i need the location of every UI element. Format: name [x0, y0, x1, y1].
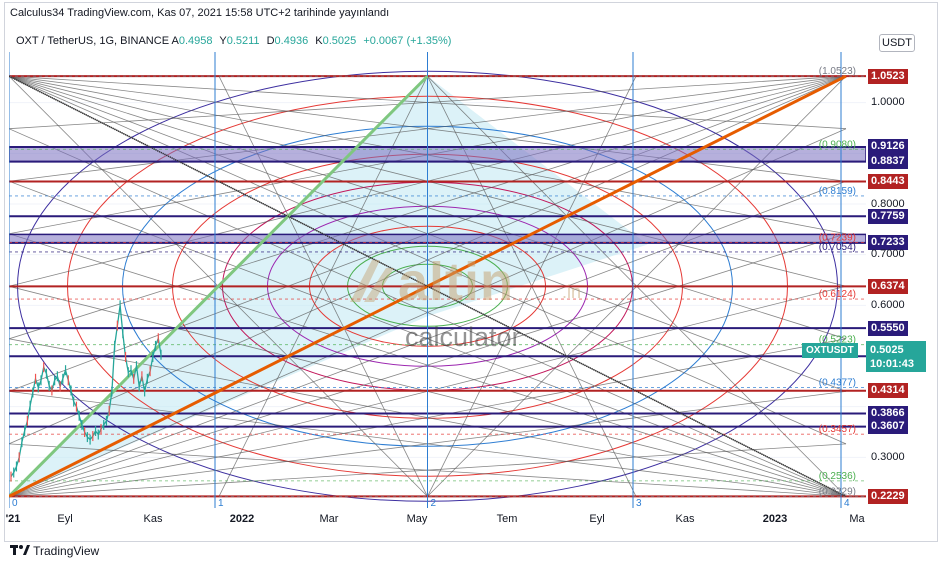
- currency-button[interactable]: USDT: [879, 34, 915, 52]
- price-level-label: 0.9126: [868, 139, 908, 155]
- time-tick-label: Eyl: [57, 513, 73, 525]
- price-level-label: 0.6374: [868, 278, 908, 294]
- low-value: 0.4936: [274, 35, 309, 47]
- fib-label: (0.5223): [819, 335, 856, 346]
- cycle-marker: 3: [636, 498, 642, 508]
- cycle-marker: 2: [431, 498, 437, 508]
- price-tick-label: 0.8000: [871, 197, 905, 210]
- price-level-label: 0.3866: [868, 405, 908, 421]
- price-level-label: 0.4314: [868, 383, 908, 399]
- low-label: D: [266, 35, 275, 47]
- high-value: 0.5211: [226, 35, 260, 47]
- svg-text:altin: altin: [398, 252, 514, 312]
- symbol-legend: OXT / TetherUS, 1G, BINANCE A0.4958 Y0.5…: [16, 35, 455, 47]
- fib-label: (0.6124): [819, 289, 856, 300]
- price-tick-label: 0.6000: [871, 298, 905, 311]
- fib-label: (0.7239): [819, 233, 856, 244]
- cycle-marker: 1: [218, 498, 224, 508]
- dark-diagonal: [9, 75, 847, 498]
- last-price-value: 0.5025: [870, 344, 904, 356]
- price-level-label: 1.0523: [868, 68, 908, 84]
- open-label: A: [171, 35, 179, 47]
- time-tick-label: Kas: [675, 513, 695, 525]
- svg-text:.in: .in: [562, 282, 581, 302]
- close-label: K: [315, 35, 323, 47]
- chart-plot[interactable]: (1.0523) (0.9080) (0.8159) (0.7239)(0.7054)…: [9, 52, 866, 508]
- fib-label: (0.9080): [819, 139, 856, 150]
- footer-brand-label: TradingView: [33, 544, 100, 558]
- watermark-subtitle: calculator: [405, 322, 521, 352]
- price-level-label: 0.5550: [868, 320, 908, 336]
- fib-label: (1.0523): [819, 66, 856, 77]
- time-tick-label: May: [406, 513, 428, 525]
- price-level-label: 0.2229: [868, 488, 908, 504]
- fib-label: (0.4377): [819, 378, 856, 389]
- high-label: Y: [219, 35, 227, 47]
- price-tick-label: 0.7000: [871, 248, 905, 261]
- change-value: +0.0067 (+1.35%): [363, 35, 452, 47]
- price-level-label: 0.3607: [868, 419, 908, 435]
- fib-label: (0.7054): [819, 242, 856, 253]
- time-tick-label: Kas: [143, 513, 163, 525]
- bar-countdown: 10:01:43: [870, 358, 915, 370]
- cycle-marker: 4: [844, 498, 850, 508]
- price-tick-label: 1.0000: [871, 96, 905, 109]
- cycle-marker: 0: [12, 498, 18, 508]
- tradingview-logo-icon: [10, 545, 30, 555]
- green-diagonal: [9, 75, 429, 498]
- time-axis[interactable]: '21 Eyl Kas 2022 Mar May Tem Eyl Kas 2023 Ma: [5, 508, 866, 528]
- open-value: 0.4958: [178, 35, 213, 47]
- watermark-tld: .in: [562, 280, 602, 309]
- price-level-label: 0.7759: [868, 208, 908, 224]
- price-band: [9, 233, 866, 244]
- time-tick-label: 2023: [762, 513, 788, 525]
- watermark-mark-icon: [350, 260, 394, 302]
- price-tick-label: 0.3000: [871, 450, 905, 463]
- watermark-logo: altin: [350, 252, 558, 325]
- watermark-tld-graphic: .in: [562, 282, 581, 302]
- price-level-label: 0.8837: [868, 154, 908, 170]
- price-axis[interactable]: 1.0523 0.9126 0.8837 0.8443 0.7759 0.7233 0.63…: [866, 52, 938, 508]
- watermark-word-graphic: altin: [398, 252, 514, 312]
- fib-label: (0.2229): [819, 486, 856, 497]
- pair-badge: OXTUSDT: [802, 343, 858, 358]
- chart-frame: [4, 2, 938, 542]
- time-tick-label: 2022: [229, 513, 255, 525]
- last-price-badge: 0.5025 10:01:43: [866, 341, 926, 372]
- symbol-name[interactable]: OXT / TetherUS, 1G, BINANCE: [16, 35, 170, 47]
- price-level-label: 0.7233: [868, 235, 908, 251]
- fib-label: (0.2536): [819, 471, 856, 482]
- footer-brand[interactable]: TradingView: [10, 544, 99, 558]
- publish-info: Calculus34 TradingView.com, Kas 07, 2021…: [10, 7, 390, 19]
- time-tick-label: Ma: [849, 513, 865, 525]
- fib-label: (0.3457): [819, 424, 856, 435]
- fib-label: (0.8159): [819, 186, 856, 197]
- time-tick-label: '21: [5, 513, 21, 525]
- time-tick-label: Tem: [496, 513, 518, 525]
- time-tick-label: Mar: [319, 513, 339, 525]
- price-level-label: 0.8443: [868, 174, 908, 190]
- close-value: 0.5025: [322, 35, 357, 47]
- time-tick-label: Eyl: [589, 513, 605, 525]
